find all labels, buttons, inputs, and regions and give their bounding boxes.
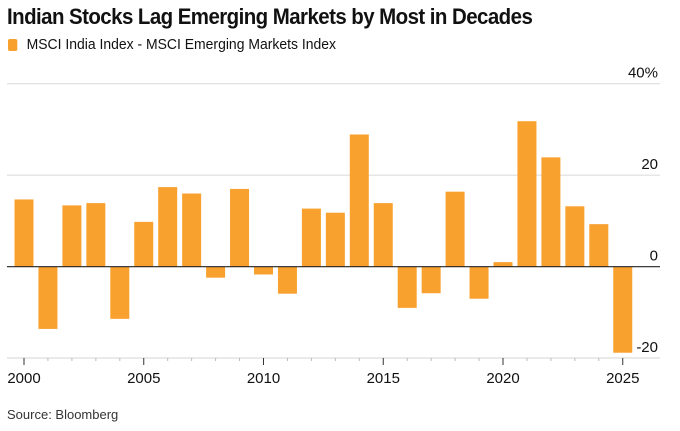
y-tick-label-20: 20: [641, 156, 658, 173]
y-tick-label--20: -20: [636, 339, 658, 356]
bar-2015: [373, 203, 393, 267]
y-tick-label-40: 40%: [628, 65, 658, 82]
x-tick-label-2005: 2005: [127, 370, 160, 387]
bar-2025: [613, 266, 633, 353]
bar-2012: [301, 208, 321, 267]
x-tick-label-2010: 2010: [247, 370, 280, 387]
bar-2016: [397, 266, 417, 308]
bar-2005: [134, 221, 154, 267]
legend-swatch: [8, 38, 18, 51]
bars: [14, 121, 633, 353]
x-tick-label-2000: 2000: [7, 370, 40, 387]
y-axis-labels: 40% 20 0 -20: [628, 65, 658, 357]
legend-label: MSCI India Index - MSCI Emerging Markets…: [26, 36, 336, 53]
bar-2010: [254, 266, 273, 275]
x-tick-label-2020: 2020: [486, 370, 519, 387]
bar-2008: [206, 266, 226, 278]
bar-2003: [86, 203, 106, 267]
x-axis-labels: 2000 2005 2010 2015 2020 2025: [7, 370, 639, 387]
bar-2001: [38, 266, 58, 329]
bar-2013: [325, 212, 345, 267]
bar-2011: [277, 266, 297, 294]
bar-2023: [565, 206, 585, 267]
bar-2017: [421, 266, 441, 294]
bar-2004: [110, 266, 130, 319]
x-tick-label-2025: 2025: [606, 370, 639, 387]
source-note: Source: Bloomberg: [7, 407, 119, 422]
legend: MSCI India Index - MSCI Emerging Markets…: [8, 36, 336, 53]
bar-2014: [349, 134, 369, 267]
axes: [7, 266, 660, 365]
bar-2000: [14, 199, 34, 267]
bar-2002: [62, 205, 82, 267]
bar-2009: [230, 188, 250, 267]
x-tick-label-2015: 2015: [367, 370, 400, 387]
bar-2007: [182, 193, 202, 267]
bar-2024: [589, 224, 609, 267]
bar-2022: [541, 157, 561, 267]
bar-2006: [158, 187, 178, 267]
bar-2020: [493, 262, 513, 267]
chart-title: Indian Stocks Lag Emerging Markets by Mo…: [7, 4, 533, 29]
bar-2021: [517, 121, 537, 267]
gridlines: [7, 83, 660, 176]
bar-2019: [469, 266, 489, 299]
bar-2018: [445, 191, 465, 267]
y-tick-label-0: 0: [650, 248, 658, 265]
